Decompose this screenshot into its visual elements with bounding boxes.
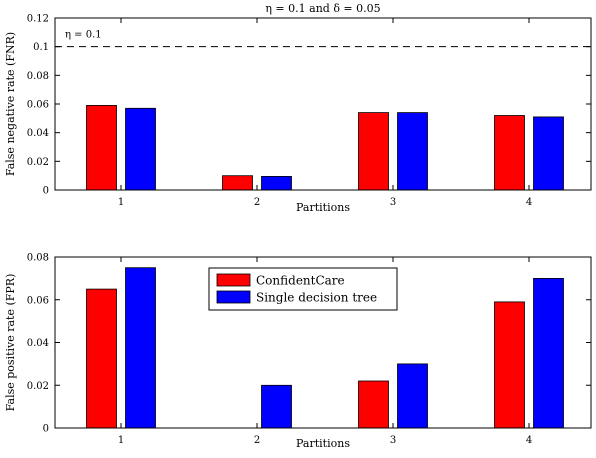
fnr-xtick-label: 1 [118, 197, 124, 208]
fpr-ytick-label: 0.06 [27, 295, 49, 306]
fpr-xtick-label: 1 [118, 435, 124, 446]
fpr-xtick-label: 3 [390, 435, 396, 446]
legend: ConfidentCare Single decision tree [208, 267, 398, 311]
fnr-y-axis-label: False negative rate (FNR) [4, 32, 17, 176]
threshold-label: η = 0.1 [65, 30, 102, 41]
fpr-xtick-label: 2 [254, 435, 260, 446]
legend-swatch-confidentcare [216, 273, 251, 287]
fpr-ytick-label: 0.02 [27, 381, 49, 392]
fpr-ytick-label: 0.04 [27, 338, 49, 349]
fpr-bar-s2-p4 [533, 277, 564, 429]
fnr-xtick-label: 3 [390, 197, 396, 208]
fpr-x-axis-label: Partitions [296, 437, 350, 450]
fpr-y-axis-label: False positive rate (FPR) [4, 274, 17, 412]
fnr-xtick-label: 2 [254, 197, 260, 208]
legend-swatch-single-decision-tree [216, 290, 251, 304]
fnr-chart-title: η = 0.1 and δ = 0.05 [265, 2, 380, 15]
fnr-ytick-label: 0.12 [27, 14, 49, 25]
fnr-ytick-label: 0.1 [33, 42, 49, 53]
fnr-ytick-label: 0.06 [27, 100, 49, 111]
fnr-bar-s1-p3 [358, 112, 389, 191]
fpr-bar-s1-p3 [358, 380, 389, 429]
fpr-xtick-label: 4 [526, 435, 532, 446]
fnr-bar-s1-p1 [86, 105, 117, 191]
fpr-bar-s2-p2 [261, 384, 292, 429]
fpr-bar-s1-p1 [86, 288, 117, 429]
fnr-chart: η = 0.1 and δ = 0.05 η = 0.1 0 0.02 0.04 0.… [4, 2, 592, 214]
fpr-bar-s2-p1 [125, 267, 156, 429]
fnr-xtick-label: 4 [526, 197, 532, 208]
legend-label-single-decision-tree: Single decision tree [256, 291, 377, 305]
fnr-x-axis-label: Partitions [296, 201, 350, 214]
fnr-ytick-label: 0.04 [27, 128, 49, 139]
fpr-bar-s2-p3 [397, 363, 428, 429]
fpr-bar-s1-p4 [494, 301, 525, 429]
fnr-bar-s2-p1 [125, 107, 156, 191]
fpr-ytick-label: 0.08 [27, 253, 49, 264]
fnr-ytick-label: 0.02 [27, 157, 49, 168]
legend-label-confidentcare: ConfidentCare [256, 274, 345, 288]
fnr-ytick-label: 0 [43, 186, 49, 197]
fnr-bar-s2-p3 [397, 112, 428, 191]
fnr-ytick-label: 0.08 [27, 71, 49, 82]
fnr-bar-s2-p4 [533, 116, 564, 191]
fnr-bar-s1-p2 [222, 175, 253, 191]
fpr-chart: 0 0.02 0.04 0.06 0.08 1 2 3 4 Partitions False … [4, 253, 592, 450]
fnr-bar-s2-p2 [261, 175, 292, 191]
fnr-bar-s1-p4 [494, 115, 525, 191]
fpr-ytick-label: 0 [43, 424, 49, 435]
